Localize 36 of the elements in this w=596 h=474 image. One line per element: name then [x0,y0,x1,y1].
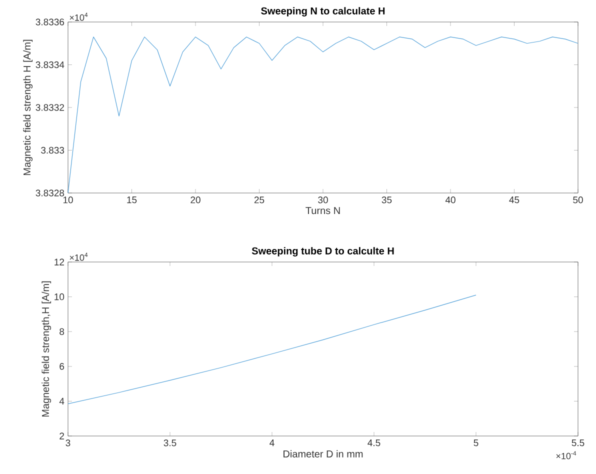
x-tick-label: 30 [318,196,328,204]
y-tick-label: 3.8334 [36,61,64,68]
x-tick-label: 3 [66,440,70,446]
y-tick-label: 8 [60,328,64,335]
x-tick-label: 20 [190,196,200,204]
y-tick-label: 4 [59,398,64,404]
chart-title: Sweeping tube D to calculte H [252,247,394,256]
x-tick-label: 4.5 [368,440,380,446]
x-tick-label: 40 [445,196,456,204]
y-axis-title: Magnetic field strength H [A/m] [23,40,33,176]
text: ×10$^{4}$ [70,252,88,261]
x-tick-label: 35 [382,196,392,204]
line-series [68,294,476,404]
line-series [68,36,578,194]
y-axis-title: Magnetic field strength,H [A/m] [42,281,52,417]
x-tick-label: 3.5 [164,440,176,446]
x-tick-label: 45 [509,196,520,204]
y-tick-label: 3.8332 [36,104,64,111]
x-tick-label: 5 [474,440,478,446]
x-tick-label: 4 [270,440,274,446]
x-axis-title: Turns N [306,207,340,214]
x-tick-label: 15 [127,196,137,204]
y-tick-label: 3.8336 [36,18,64,26]
y-tick-label: 12 [54,258,64,266]
y-tick-label: 3.833 [41,146,64,154]
x-tick-label: 25 [254,196,264,204]
y-tick-label: 2 [60,432,64,440]
y-tick-label: 10 [54,293,64,300]
x-axis-title: Diameter D in mm [284,450,363,458]
y-tick-label: 6 [60,363,64,370]
text: ×10$^{-4}$ [556,451,576,460]
y-tick-label: 3.8328 [36,190,64,196]
x-tick-label: 50 [573,196,583,204]
text: ×10$^{4}$ [70,12,88,21]
x-tick-label: 5.5 [572,440,584,446]
chart-title: Sweeping N to calculate H [261,7,385,16]
